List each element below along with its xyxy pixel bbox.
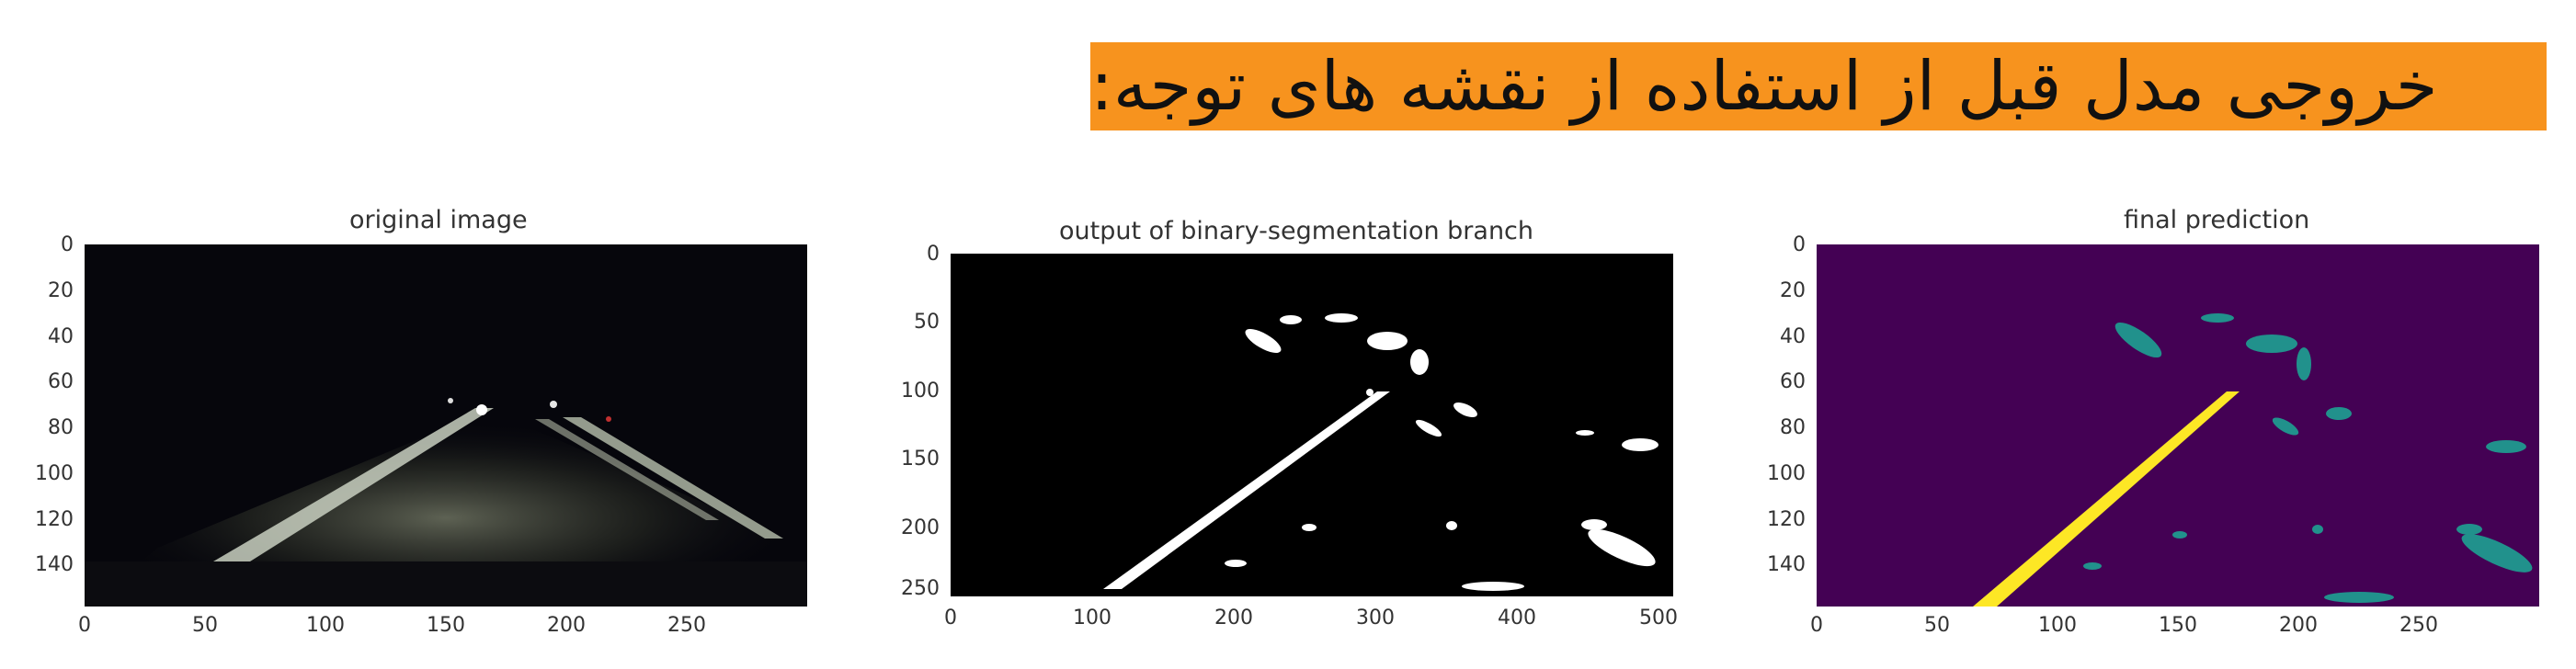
original-image [85,244,807,607]
x-tick: 250 [2399,614,2438,637]
page-heading: خروجی مدل قبل از استفاده از نقشه های توج… [1090,42,2547,130]
x-tick: 200 [2279,614,2318,637]
y-tick: 140 [35,553,74,576]
y-tick: 100 [1767,462,1806,485]
final-prediction-image [1817,244,2539,607]
x-tick: 0 [1810,614,1823,637]
y-tick: 150 [901,448,940,471]
y-tick: 100 [901,380,940,403]
y-tick: 250 [901,577,940,600]
y-tick: 120 [1767,508,1806,531]
y-tick: 50 [914,311,940,334]
x-tick: 200 [547,614,586,637]
y-tick: 60 [48,370,74,393]
y-tick: 60 [1780,370,1806,393]
panel-title: final prediction [2124,206,2310,234]
x-tick: 200 [1214,607,1253,629]
y-tick: 80 [48,416,74,439]
y-tick: 120 [35,508,74,531]
y-tick: 140 [1767,553,1806,576]
x-tick: 400 [1498,607,1536,629]
y-tick: 100 [35,462,74,485]
x-tick: 0 [944,607,957,629]
x-tick: 100 [2038,614,2077,637]
x-tick: 500 [1639,607,1678,629]
x-tick: 100 [306,614,345,637]
y-tick: 200 [901,516,940,539]
y-tick: 40 [1780,325,1806,348]
y-tick: 40 [48,325,74,348]
x-tick: 300 [1356,607,1395,629]
x-tick: 150 [2159,614,2197,637]
panel-title: output of binary-segmentation branch [1059,217,1534,245]
y-tick: 0 [927,243,940,266]
y-tick: 0 [61,233,74,256]
y-tick: 80 [1780,416,1806,439]
x-tick: 0 [78,614,91,637]
y-tick: 20 [1780,279,1806,302]
x-tick: 150 [427,614,465,637]
y-tick: 0 [1793,233,1806,256]
panel-title: original image [349,206,528,234]
binary-segmentation-image [951,254,1673,596]
y-tick: 20 [48,279,74,302]
x-tick: 100 [1073,607,1111,629]
x-tick: 50 [192,614,218,637]
x-tick: 50 [1924,614,1950,637]
x-tick: 250 [667,614,706,637]
